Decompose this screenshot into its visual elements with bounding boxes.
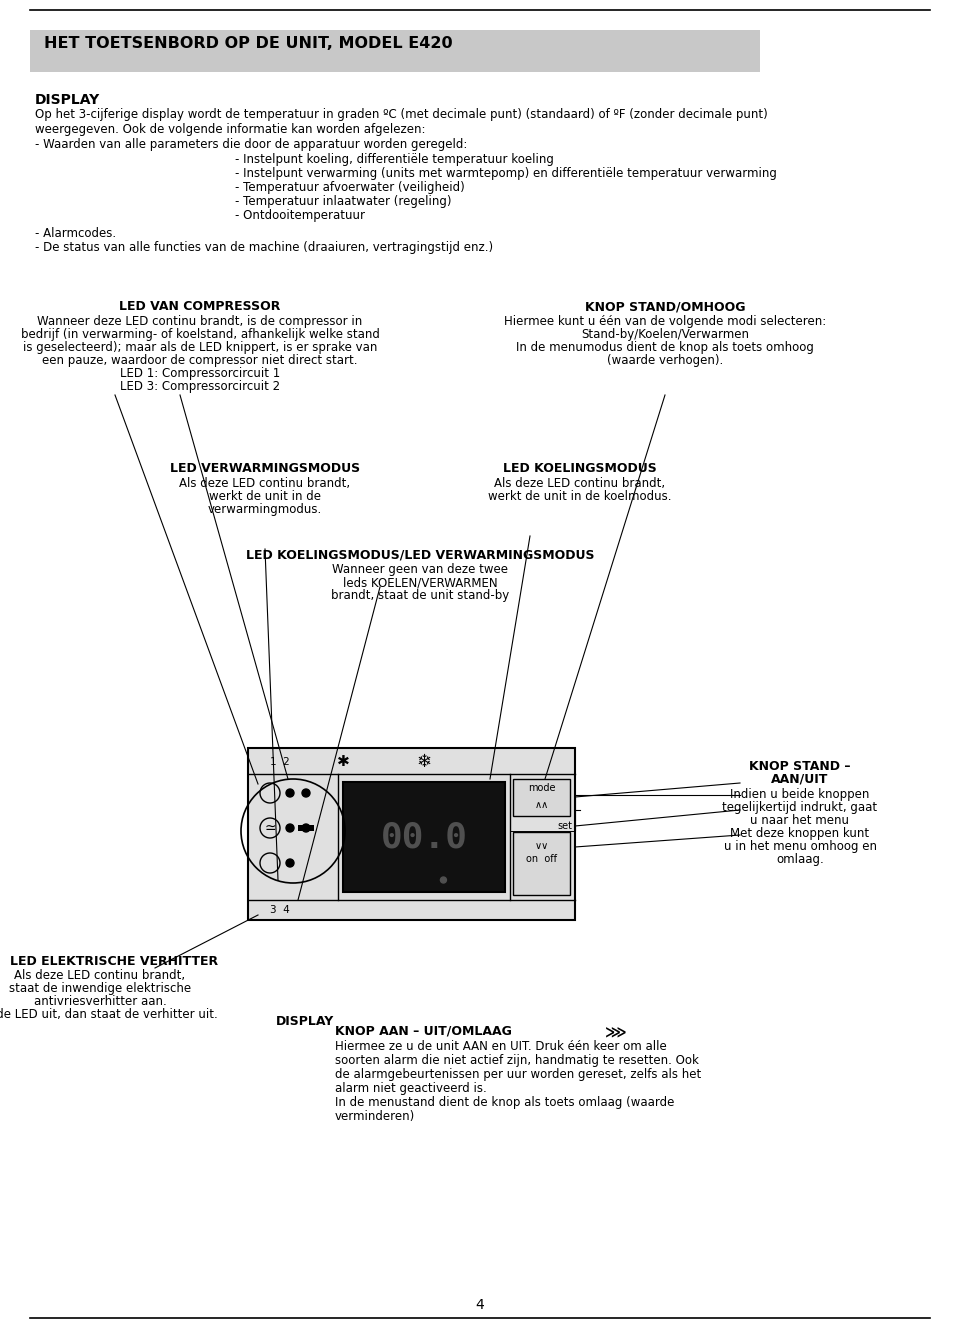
Text: LED KOELINGSMODUS: LED KOELINGSMODUS [503,462,657,474]
Text: ⋙: ⋙ [605,1025,627,1040]
Text: Indien u beide knoppen: Indien u beide knoppen [731,788,870,801]
Text: soorten alarm die niet actief zijn, handmatig te resetten. Ook: soorten alarm die niet actief zijn, hand… [335,1054,699,1067]
Text: 3  4: 3 4 [270,905,289,915]
Text: Stand-by/Koelen/Verwarmen: Stand-by/Koelen/Verwarmen [581,328,749,341]
Text: - Temperatuur inlaatwater (regeling): - Temperatuur inlaatwater (regeling) [235,195,451,208]
Text: verminderen): verminderen) [335,1110,416,1124]
Text: - Alarmcodes.: - Alarmcodes. [35,227,116,241]
Text: LED VAN COMPRESSOR: LED VAN COMPRESSOR [119,300,280,313]
Text: DISPLAY: DISPLAY [276,1015,334,1028]
Circle shape [302,789,310,797]
Text: - Instelpunt verwarming (units met warmtepomp) en differentiële temperatuur verw: - Instelpunt verwarming (units met warmt… [235,167,777,180]
Text: bedrijf (in verwarming- of koelstand, afhankelijk welke stand: bedrijf (in verwarming- of koelstand, af… [20,328,379,341]
Text: verwarmingmodus.: verwarmingmodus. [208,503,323,516]
Bar [248,749,575,921]
Text: In de menumodus dient de knop als toets omhoog: In de menumodus dient de knop als toets … [516,341,814,353]
Circle shape [286,859,294,867]
Text: set: set [557,821,572,831]
Text: Met deze knoppen kunt: Met deze knoppen kunt [731,827,870,840]
Text: werkt de unit in de koelmodus.: werkt de unit in de koelmodus. [489,491,672,503]
Text: ∧∧: ∧∧ [535,800,548,810]
Text: LED 3: Compressorcircuit 2: LED 3: Compressorcircuit 2 [120,380,280,392]
Circle shape [286,824,294,832]
Text: on  off: on off [526,853,557,864]
Bar [513,780,570,816]
Text: LED VERWARMINGSMODUS: LED VERWARMINGSMODUS [170,462,360,474]
Text: de alarmgebeurtenissen per uur worden gereset, zelfs als het: de alarmgebeurtenissen per uur worden ge… [335,1068,701,1081]
Text: KNOP STAND –: KNOP STAND – [749,759,851,773]
Text: - Ontdooitemperatuur: - Ontdooitemperatuur [235,210,365,222]
Text: brandt, staat de unit stand-by: brandt, staat de unit stand-by [331,589,509,602]
Text: LED ELEKTRISCHE VERHITTER: LED ELEKTRISCHE VERHITTER [10,956,218,968]
Circle shape [286,789,294,797]
Text: tegelijkertijd indrukt, gaat: tegelijkertijd indrukt, gaat [723,801,877,814]
Text: Hiermee ze u de unit AAN en UIT. Druk één keer om alle: Hiermee ze u de unit AAN en UIT. Druk éé… [335,1040,667,1052]
Text: leds KOELEN/VERWARMEN: leds KOELEN/VERWARMEN [343,577,497,589]
Text: weergegeven. Ook de volgende informatie kan worden afgelezen:: weergegeven. Ook de volgende informatie … [35,124,425,136]
Circle shape [302,824,310,832]
Text: alarm niet geactiveerd is.: alarm niet geactiveerd is. [335,1082,487,1095]
Text: 00.0: 00.0 [380,820,468,853]
Text: AAN/UIT: AAN/UIT [771,773,828,786]
Text: KNOP STAND/OMHOOG: KNOP STAND/OMHOOG [585,300,745,313]
Text: 1  2: 1 2 [270,757,289,767]
Text: omlaag.: omlaag. [776,853,824,866]
Text: een pauze, waardoor de compressor niet direct start.: een pauze, waardoor de compressor niet d… [42,353,358,367]
Text: Hiermee kunt u één van de volgende modi selecteren:: Hiermee kunt u één van de volgende modi … [504,314,827,328]
Bar [343,782,505,892]
Text: Wanneer geen van deze twee: Wanneer geen van deze twee [332,563,508,577]
Bar [30,30,760,73]
Bar [513,832,570,895]
Text: Is de LED uit, dan staat de verhitter uit.: Is de LED uit, dan staat de verhitter ui… [0,1008,217,1021]
Text: Als deze LED continu brandt,: Als deze LED continu brandt, [180,477,350,491]
Text: ≃: ≃ [264,821,276,835]
Text: LED KOELINGSMODUS/LED VERWARMINGSMODUS: LED KOELINGSMODUS/LED VERWARMINGSMODUS [246,548,594,560]
Text: werkt de unit in de: werkt de unit in de [209,491,321,503]
Text: 4: 4 [475,1298,485,1312]
Text: - Instelpunt koeling, differentiële temperatuur koeling: - Instelpunt koeling, differentiële temp… [235,153,554,167]
Text: KNOP AAN – UIT/OMLAAG: KNOP AAN – UIT/OMLAAG [335,1025,512,1038]
Text: DISPLAY: DISPLAY [35,93,100,108]
Bar [298,825,314,831]
Text: antivriesverhitter aan.: antivriesverhitter aan. [34,995,166,1008]
Text: Als deze LED continu brandt,: Als deze LED continu brandt, [14,969,185,982]
Text: (waarde verhogen).: (waarde verhogen). [607,353,723,367]
Text: Wanneer deze LED continu brandt, is de compressor in: Wanneer deze LED continu brandt, is de c… [37,314,363,328]
Text: In de menustand dient de knop als toets omlaag (waarde: In de menustand dient de knop als toets … [335,1095,674,1109]
Text: ❄: ❄ [417,753,432,771]
Text: u in het menu omhoog en: u in het menu omhoog en [724,840,876,853]
Text: - Waarden van alle parameters die door de apparatuur worden geregeld:: - Waarden van alle parameters die door d… [35,138,468,151]
Text: staat de inwendige elektrische: staat de inwendige elektrische [9,982,191,995]
Text: - Temperatuur afvoerwater (veiligheid): - Temperatuur afvoerwater (veiligheid) [235,181,465,194]
Text: is geselecteerd); maar als de LED knippert, is er sprake van: is geselecteerd); maar als de LED knippe… [23,341,377,353]
Text: ✱: ✱ [337,754,349,770]
Text: Als deze LED continu brandt,: Als deze LED continu brandt, [494,477,665,491]
Text: HET TOETSENBORD OP DE UNIT, MODEL E420: HET TOETSENBORD OP DE UNIT, MODEL E420 [44,36,452,51]
Text: Op het 3-cijferige display wordt de temperatuur in graden ºC (met decimale punt): Op het 3-cijferige display wordt de temp… [35,108,768,121]
Text: mode: mode [528,784,555,793]
Text: ∨∨: ∨∨ [535,841,548,851]
Circle shape [441,878,446,883]
Text: LED 1: Compressorcircuit 1: LED 1: Compressorcircuit 1 [120,367,280,380]
Text: u naar het menu: u naar het menu [751,814,850,827]
Text: - De status van alle functies van de machine (draaiuren, vertragingstijd enz.): - De status van alle functies van de mac… [35,241,493,254]
